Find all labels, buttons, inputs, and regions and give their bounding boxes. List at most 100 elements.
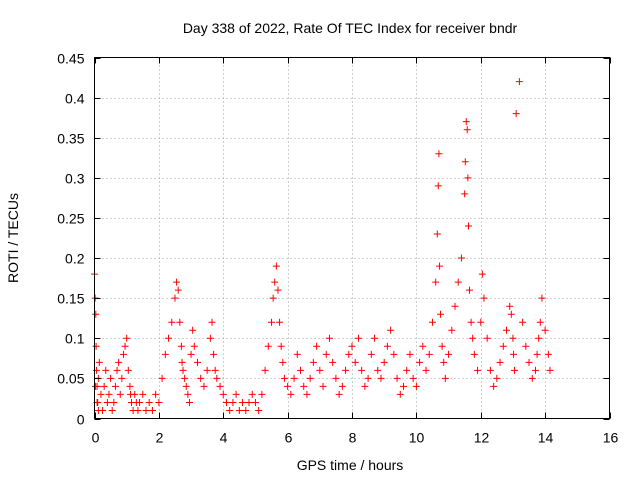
data-point <box>374 366 382 374</box>
data-point <box>97 390 105 398</box>
data-point <box>287 390 295 398</box>
data-point <box>511 366 519 374</box>
data-point <box>274 286 282 294</box>
x-tick-label: 0 <box>92 430 100 446</box>
data-point <box>251 398 259 406</box>
data-point <box>515 78 523 86</box>
data-point <box>490 382 498 390</box>
data-point <box>432 278 440 286</box>
data-point <box>342 366 350 374</box>
data-point <box>393 374 401 382</box>
x-tick-label: 14 <box>538 430 554 446</box>
data-point <box>463 126 471 134</box>
data-point <box>208 318 216 326</box>
data-point <box>377 374 385 382</box>
data-points <box>91 78 554 414</box>
data-point <box>390 350 398 358</box>
data-point <box>158 374 166 382</box>
y-axis-ticks: 0 0.05 0.1 0.15 0.2 0.25 0.3 0.35 0.4 0.45 <box>57 51 610 428</box>
data-point <box>290 374 298 382</box>
data-point <box>284 382 292 390</box>
data-point <box>200 382 208 390</box>
data-point <box>124 366 132 374</box>
data-point <box>91 382 99 390</box>
data-point <box>435 150 443 158</box>
data-point <box>258 390 266 398</box>
data-point <box>335 390 343 398</box>
data-point <box>126 382 134 390</box>
data-point <box>189 326 197 334</box>
data-point <box>428 318 436 326</box>
data-point <box>190 342 198 350</box>
data-point <box>419 342 427 350</box>
data-point <box>507 310 515 318</box>
data-point <box>531 366 539 374</box>
y-tick-label: 0.4 <box>65 91 85 107</box>
data-point <box>477 318 485 326</box>
data-point <box>437 310 445 318</box>
plot-frame <box>94 57 610 419</box>
data-point <box>329 358 337 366</box>
data-point <box>184 390 192 398</box>
data-point <box>499 342 507 350</box>
data-point <box>416 358 424 366</box>
data-point <box>509 334 517 342</box>
data-point <box>269 294 277 302</box>
data-point <box>434 182 442 190</box>
data-point <box>187 350 195 358</box>
data-point <box>211 366 219 374</box>
data-point <box>525 358 533 366</box>
data-point <box>277 342 285 350</box>
data-point <box>354 334 362 342</box>
data-point <box>533 350 541 358</box>
data-point <box>161 350 169 358</box>
data-point <box>506 302 514 310</box>
data-point <box>358 366 366 374</box>
data-point <box>541 326 549 334</box>
data-point <box>474 366 482 374</box>
data-point <box>229 398 237 406</box>
data-point <box>155 398 163 406</box>
data-point <box>425 350 433 358</box>
data-point <box>242 406 250 414</box>
data-point <box>464 174 472 182</box>
data-point <box>165 334 173 342</box>
data-point <box>176 318 184 326</box>
data-point <box>371 334 379 342</box>
data-point <box>239 398 247 406</box>
data-point <box>438 342 446 350</box>
data-point <box>544 350 552 358</box>
data-point <box>316 366 324 374</box>
data-point <box>462 118 470 126</box>
data-point <box>467 318 475 326</box>
data-point <box>213 374 221 382</box>
data-point <box>105 390 113 398</box>
data-point <box>486 366 494 374</box>
data-point <box>171 294 179 302</box>
data-point <box>519 318 527 326</box>
data-point <box>261 366 269 374</box>
data-point <box>422 366 430 374</box>
data-point <box>131 390 139 398</box>
data-point <box>546 366 554 374</box>
data-point <box>483 334 491 342</box>
data-point <box>441 374 449 382</box>
y-tick-label: 0.1 <box>65 331 85 347</box>
data-point <box>412 382 420 390</box>
data-point <box>134 406 142 414</box>
data-point <box>168 318 176 326</box>
data-point <box>469 334 477 342</box>
data-point <box>210 350 218 358</box>
data-point <box>351 358 359 366</box>
grid-lines <box>94 57 610 419</box>
data-point <box>465 286 473 294</box>
data-point <box>197 374 205 382</box>
x-tick-label: 4 <box>220 430 228 446</box>
data-point <box>272 262 280 270</box>
data-point <box>332 374 340 382</box>
data-point <box>107 374 115 382</box>
data-point <box>136 398 144 406</box>
data-point <box>182 382 190 390</box>
data-point <box>322 350 330 358</box>
